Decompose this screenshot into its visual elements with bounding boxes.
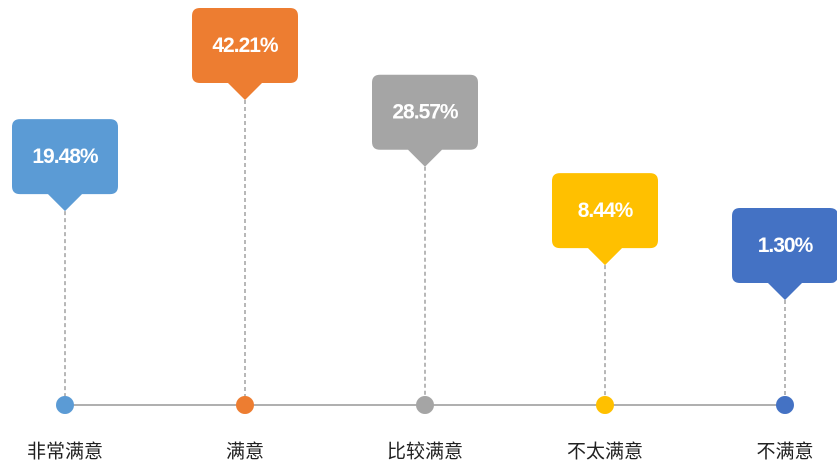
category-label: 不满意 — [756, 441, 813, 463]
category-label: 满意 — [226, 441, 264, 463]
callout — [192, 7, 298, 100]
value-label: 42.21% — [212, 34, 279, 57]
callout — [552, 173, 658, 266]
value-label: 1.30% — [758, 234, 814, 257]
dot — [56, 396, 74, 414]
dot — [596, 396, 614, 414]
dot — [776, 396, 794, 414]
category-label: 比较满意 — [387, 441, 463, 463]
callout — [372, 74, 478, 167]
value-label: 28.57% — [392, 101, 459, 124]
callout — [732, 208, 837, 301]
dot — [236, 396, 254, 414]
value-label: 8.44% — [578, 199, 634, 222]
dot — [416, 396, 434, 414]
category-label: 非常满意 — [27, 441, 103, 463]
category-label: 不太满意 — [567, 441, 643, 463]
callout — [12, 119, 118, 212]
value-label: 19.48% — [32, 145, 99, 168]
